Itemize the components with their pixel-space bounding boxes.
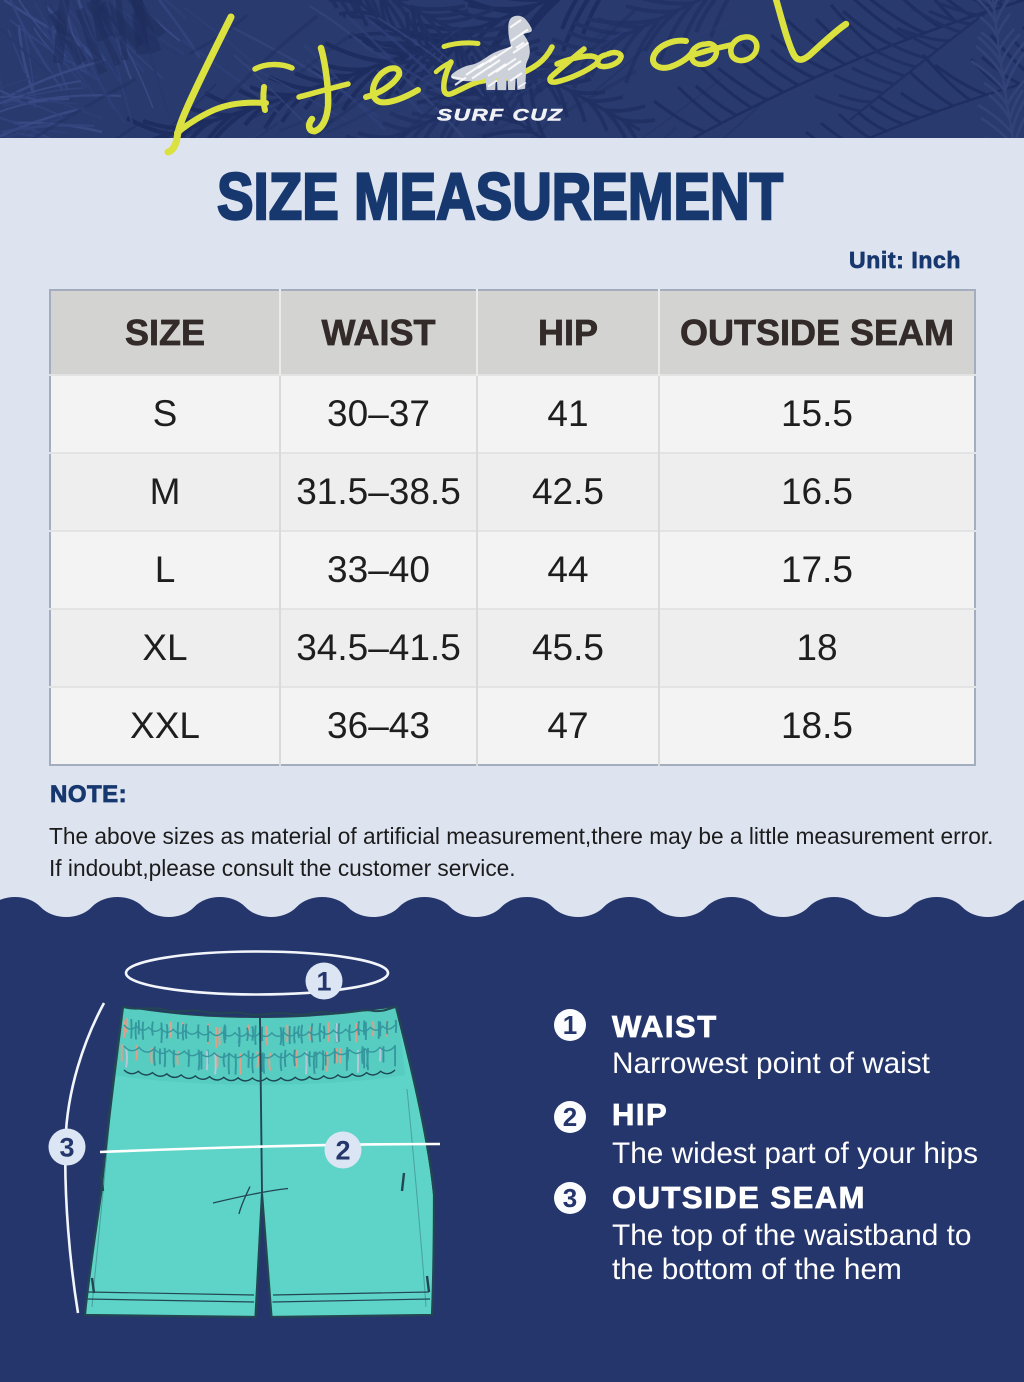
svg-text:1: 1 xyxy=(316,967,331,997)
svg-text:2: 2 xyxy=(335,1136,350,1166)
svg-text:3: 3 xyxy=(59,1133,74,1163)
svg-text:SURF CUZ: SURF CUZ xyxy=(437,106,563,125)
